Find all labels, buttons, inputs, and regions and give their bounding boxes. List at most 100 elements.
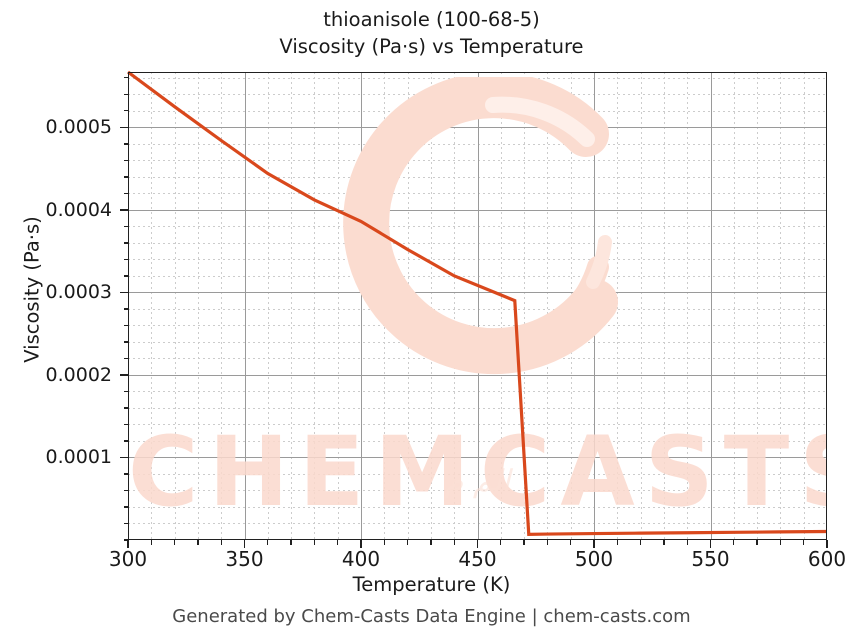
y-tick-minor: [123, 473, 128, 475]
gridline-minor-vertical: [337, 72, 339, 540]
y-tick-major: [120, 456, 128, 459]
y-tick-minor: [123, 242, 128, 244]
gridline-major-horizontal: [128, 292, 827, 294]
x-tick-label: 500: [574, 547, 614, 571]
y-tick-minor: [123, 258, 128, 261]
y-tick-minor: [123, 407, 128, 409]
chart-title-block: thioanisole (100-68-5) Viscosity (Pa·s) …: [0, 6, 863, 60]
x-tick-minor: [453, 540, 455, 545]
watermark-text: CHEMCASTS: [128, 416, 827, 528]
x-tick-minor: [616, 540, 618, 545]
x-tick-minor: [406, 540, 409, 545]
y-tick-label: 0.0002: [45, 363, 112, 386]
gridline-major-vertical: [710, 72, 712, 540]
x-tick-minor: [150, 540, 152, 545]
y-tick-minor: [123, 275, 128, 277]
footer-credit: Generated by Chem-Casts Data Engine | ch…: [172, 606, 691, 627]
gridline-minor-vertical: [267, 72, 269, 540]
gridline-minor-vertical: [174, 72, 176, 540]
y-axis-title: Viscosity (Pa·s): [20, 216, 44, 363]
y-tick-minor: [123, 225, 128, 228]
x-tick-minor: [570, 540, 572, 545]
gridline-minor-vertical: [663, 72, 665, 540]
y-tick-label: 0.0001: [45, 446, 112, 469]
x-tick-label: 450: [458, 547, 497, 571]
x-tick-minor: [430, 540, 432, 545]
x-tick-minor: [546, 540, 549, 545]
gridline-minor-vertical: [803, 72, 805, 540]
y-tick-label: 0.0004: [45, 198, 112, 221]
y-tick-minor: [123, 176, 128, 178]
x-tick-label: 350: [225, 547, 264, 571]
x-tick-minor: [267, 540, 269, 545]
x-tick-minor: [197, 540, 199, 545]
y-tick-minor: [123, 390, 128, 393]
x-tick-label: 300: [108, 547, 148, 571]
chart-subtitle: Viscosity (Pa·s) vs Temperature: [279, 35, 584, 58]
x-tick-minor: [523, 540, 525, 545]
gridline-minor-vertical: [780, 72, 782, 540]
gridline-minor-vertical: [524, 72, 526, 540]
watermark-layer: CHEMCASTS الم م: [128, 72, 827, 540]
y-tick-major: [120, 126, 128, 129]
x-tick-minor: [383, 540, 385, 545]
gridline-minor-vertical: [547, 72, 549, 540]
y-tick-minor: [123, 110, 128, 112]
gridline-major-vertical: [477, 72, 479, 540]
watermark-subtext: الم م: [444, 464, 511, 499]
x-tick-minor: [220, 540, 222, 545]
x-tick-minor: [663, 540, 665, 545]
page-title: thioanisole (100-68-5): [323, 8, 540, 31]
x-tick-minor: [779, 540, 782, 545]
y-tick-minor: [123, 423, 128, 426]
x-tick-minor: [313, 540, 316, 545]
y-tick-minor: [123, 159, 128, 161]
y-tick-major: [120, 291, 128, 294]
y-tick-major: [120, 374, 128, 376]
gridlines: [128, 72, 827, 540]
x-tick-minor: [173, 540, 176, 545]
y-tick-major: [120, 209, 128, 211]
y-tick-minor: [123, 522, 128, 525]
gridline-minor-vertical: [733, 72, 735, 540]
y-tick-minor: [123, 341, 128, 343]
gridline-minor-vertical: [640, 72, 642, 540]
y-tick-minor: [123, 308, 128, 310]
x-axis-title: Temperature (K): [352, 573, 511, 596]
series-line-viscosity: [127, 70, 828, 537]
x-tick-major: [593, 540, 595, 548]
data-series-viscosity: [127, 70, 828, 537]
y-tick-label: 0.0003: [45, 281, 112, 304]
y-tick-minor: [123, 440, 128, 442]
y-tick-minor: [123, 324, 128, 327]
gridline-major-horizontal: [128, 127, 827, 129]
gridline-major-horizontal: [128, 457, 827, 459]
gridline-minor-vertical: [430, 72, 432, 540]
y-tick-minor: [123, 489, 128, 492]
x-tick-major: [709, 540, 712, 548]
y-tick-minor: [123, 143, 128, 145]
gridline-minor-vertical: [221, 72, 223, 540]
x-tick-minor: [803, 540, 805, 545]
x-tick-minor: [756, 540, 758, 545]
gridline-minor-vertical: [500, 72, 502, 540]
y-tick-minor: [123, 539, 128, 541]
y-tick-minor: [123, 506, 128, 508]
x-tick-major: [127, 540, 129, 548]
x-tick-minor: [733, 540, 735, 545]
x-tick-label: 600: [807, 547, 847, 571]
y-tick-minor: [123, 77, 128, 79]
x-tick-label: 400: [341, 547, 381, 571]
gridline-major-horizontal: [128, 374, 827, 376]
gridline-minor-vertical: [151, 72, 153, 540]
gridline-minor-vertical: [314, 72, 316, 540]
gridline-minor-vertical: [757, 72, 759, 540]
gridline-minor-vertical: [687, 72, 689, 540]
gridline-minor-vertical: [197, 72, 199, 540]
gridline-major-horizontal: [128, 209, 827, 211]
x-tick-label: 550: [691, 547, 730, 571]
x-tick-minor: [686, 540, 688, 545]
gridline-major-vertical: [361, 72, 362, 540]
x-tick-minor: [337, 540, 339, 545]
